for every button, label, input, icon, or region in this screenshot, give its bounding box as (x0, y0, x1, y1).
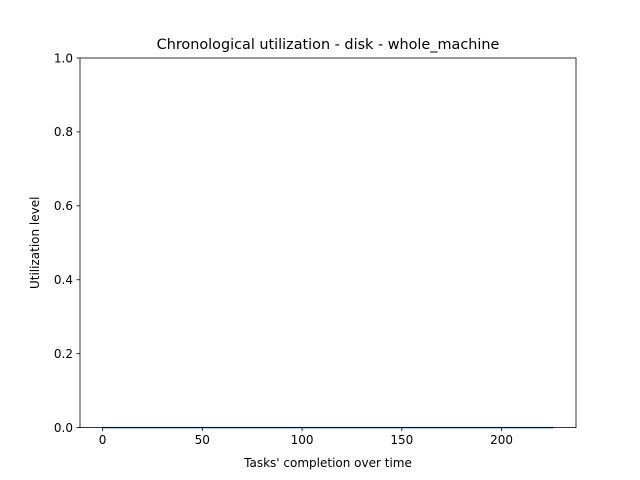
y-axis-label: Utilization level (28, 197, 42, 289)
axes-frame (79, 57, 577, 429)
x-tick-label: 100 (291, 433, 314, 447)
x-axis-label: Tasks' completion over time (243, 456, 412, 470)
y-tick-label: 1.0 (54, 51, 73, 65)
x-axis-ticks: 0 50 100 150 200 (99, 427, 513, 447)
y-tick-label: 0.6 (54, 199, 73, 213)
y-tick-label: 0.4 (54, 273, 73, 287)
chart-title: Chronological utilization - disk - whole… (157, 37, 500, 53)
x-tick-label: 0 (99, 433, 107, 447)
y-axis-ticks: 0.0 0.2 0.4 0.6 0.8 1.0 (54, 51, 80, 435)
x-tick-label: 200 (490, 433, 513, 447)
y-tick-label: 0.8 (54, 125, 73, 139)
y-tick-label: 0.0 (54, 421, 73, 435)
x-tick-label: 150 (390, 433, 413, 447)
x-tick-label: 50 (195, 433, 210, 447)
plot-area (79, 57, 577, 429)
y-tick-label: 0.2 (54, 347, 73, 361)
